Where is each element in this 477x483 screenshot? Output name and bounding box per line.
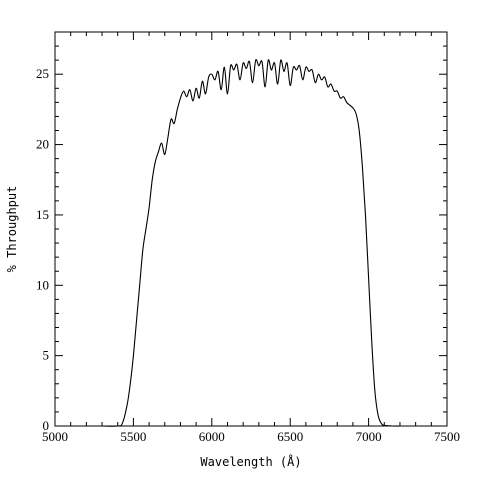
y-tick-label: 5 [43,348,50,363]
x-tick-label: 5000 [42,429,68,444]
plot-frame [54,31,448,427]
x-axis-title: Wavelength (Å) [200,454,301,469]
x-tick-label: 7500 [434,429,460,444]
throughput-curve [102,59,400,427]
y-tick-label: 10 [36,277,49,292]
x-tick-label: 7000 [356,429,382,444]
y-tick-label: 20 [36,137,49,152]
y-tick-label: 25 [36,66,49,81]
y-axis-title: % Throughput [5,186,19,273]
x-tick-label: 6000 [199,429,225,444]
axis-tick-labels: 5000 5500 6000 6500 7000 7500 0 5 10 15 20 25 [36,66,460,444]
y-tick-label: 0 [43,418,50,433]
y-tick-label: 15 [36,207,49,222]
x-tick-label: 6500 [277,429,303,444]
axis-ticks [54,31,448,427]
x-tick-label: 5500 [120,429,146,444]
